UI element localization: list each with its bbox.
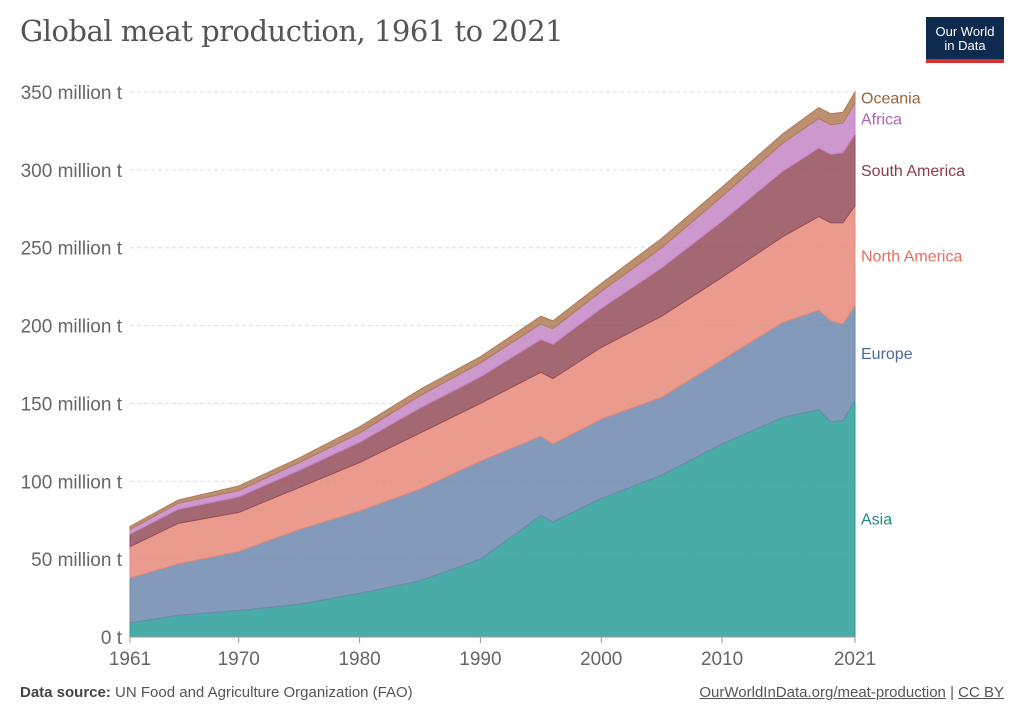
data-source-text: UN Food and Agriculture Organization (FA…	[115, 684, 413, 701]
series-label-south-america: South America	[861, 163, 965, 180]
series-label-north-america: North America	[861, 249, 962, 266]
license-link[interactable]: CC BY	[958, 684, 1004, 701]
series-labels: Asia Europe North America South America Afri…	[861, 90, 965, 528]
y-tick-label: 150 million t	[21, 394, 123, 415]
logo-line-2: in Data	[944, 38, 986, 53]
y-tick-label: 350 million t	[21, 83, 123, 104]
series-label-africa: Africa	[861, 111, 902, 128]
series-label-oceania: Oceania	[861, 90, 921, 107]
y-tick-label: 200 million t	[21, 317, 123, 338]
data-source: Data source: UN Food and Agriculture Org…	[20, 684, 413, 701]
footer-links: OurWorldInData.org/meat-production | CC …	[699, 684, 1004, 701]
y-tick-labels: 0 t 50 million t 100 million t 150 million …	[21, 83, 123, 649]
source-url-link[interactable]: OurWorldInData.org/meat-production	[699, 684, 946, 701]
x-tick-labels: 1961 1970 1980 1990 2000 2010 2021	[109, 636, 876, 670]
x-tick-label: 2000	[580, 649, 622, 670]
y-tick-label: 250 million t	[21, 239, 123, 260]
series-areas	[129, 90, 856, 638]
owid-logo[interactable]: Our World in Data	[926, 17, 1004, 63]
series-label-europe: Europe	[861, 346, 913, 363]
x-tick-label: 1961	[109, 649, 151, 670]
area-oceania[interactable]	[129, 90, 856, 531]
y-tick-label: 50 million t	[31, 550, 123, 571]
series-label-asia: Asia	[861, 512, 892, 529]
y-tick-label: 100 million t	[21, 472, 123, 493]
footer-separator: |	[950, 684, 954, 701]
y-tick-label: 300 million t	[21, 161, 123, 182]
logo-line-1: Our World	[935, 24, 995, 39]
x-tick-label: 1990	[459, 649, 501, 670]
x-tick-label: 1970	[218, 649, 260, 670]
x-tick-label: 2021	[834, 649, 876, 670]
x-tick-label: 2010	[701, 649, 743, 670]
chart-title: Global meat production, 1961 to 2021	[20, 14, 564, 48]
data-source-label: Data source:	[20, 684, 111, 701]
y-tick-label: 0 t	[101, 628, 123, 649]
x-tick-label: 1980	[338, 649, 380, 670]
logo-accent-bar	[926, 59, 1004, 63]
